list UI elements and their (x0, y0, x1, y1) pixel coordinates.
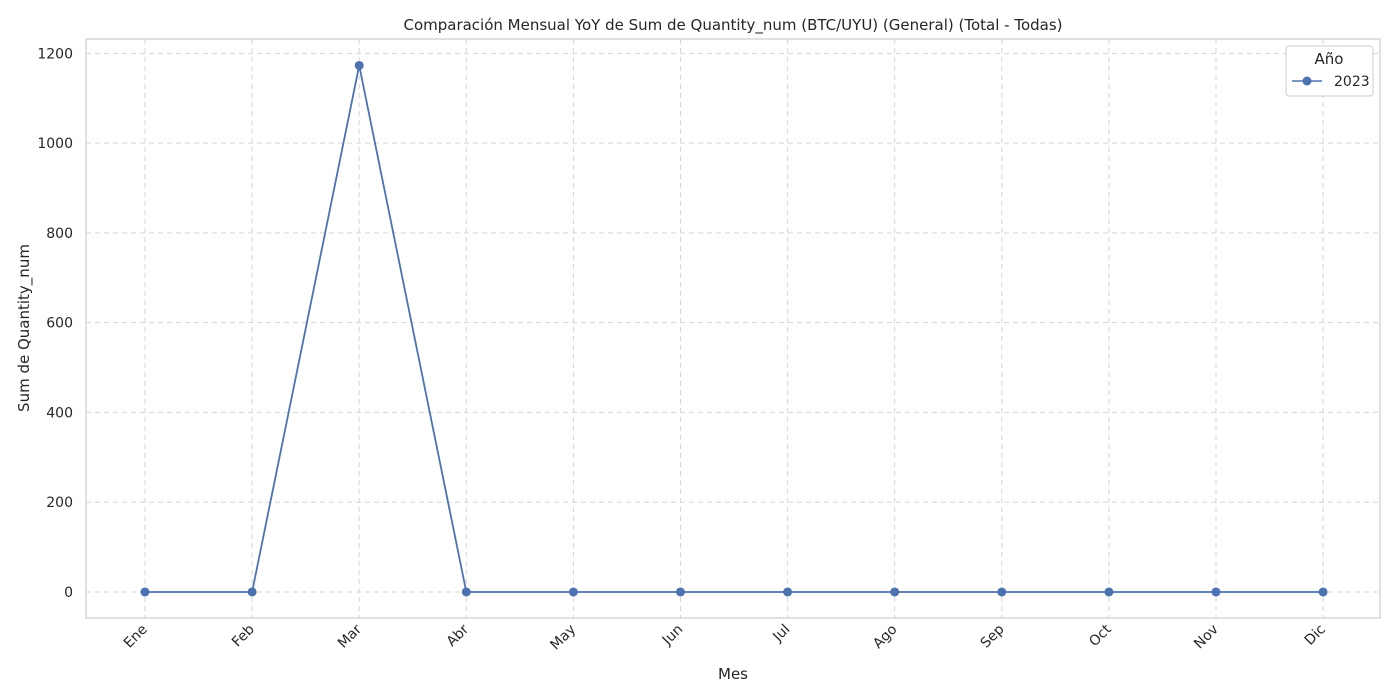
x-tick-label: Mar (335, 621, 365, 651)
x-tick-label: Jun (659, 622, 686, 649)
y-tick-label: 1200 (37, 46, 73, 62)
y-axis-label: Sum de Quantity_num (15, 244, 34, 412)
data-point (997, 587, 1007, 597)
x-tick-label: Abr (444, 621, 473, 650)
data-point (1104, 587, 1114, 597)
chart-title: Comparación Mensual YoY de Sum de Quanti… (403, 16, 1062, 35)
plot-area (85, 38, 1381, 619)
y-tick-label: 600 (46, 316, 73, 332)
x-tick-label: Oct (1086, 621, 1115, 650)
y-tick-label: 200 (46, 495, 73, 511)
data-point (676, 587, 685, 597)
data-point (890, 587, 900, 597)
y-tick-label: 800 (46, 226, 73, 242)
data-point (783, 587, 793, 597)
x-tick-label: Ene (121, 622, 151, 652)
data-point (461, 587, 471, 597)
x-tick-label: Nov (1191, 622, 1222, 653)
x-tick-label: Dic (1302, 622, 1329, 649)
legend-title: Año (1315, 50, 1344, 68)
x-axis-label: Mes (718, 665, 748, 683)
grid-lines (86, 39, 1380, 618)
x-axis-ticks: Ene Feb Mar Abr May Jun Jul Ago Sep Oct Nov Dic (121, 621, 1329, 653)
data-point (354, 60, 364, 70)
legend-entry-label: 2023 (1334, 74, 1370, 90)
x-tick-label: May (547, 622, 579, 654)
series-layer (140, 60, 1328, 597)
data-point (247, 587, 257, 597)
data-point (140, 587, 150, 597)
series-line (145, 64, 1324, 593)
y-tick-label: 400 (46, 405, 73, 421)
legend-marker-swatch (1302, 76, 1312, 86)
legend: Año 2023 (1285, 45, 1374, 97)
data-point (1211, 587, 1221, 597)
data-point (1318, 587, 1328, 597)
x-tick-label: Jul (769, 622, 793, 646)
y-axis-ticks: 0 200 400 600 800 1000 1200 (37, 46, 73, 601)
data-point (568, 587, 578, 597)
y-tick-label: 1000 (37, 136, 73, 152)
x-tick-label: Ago (870, 622, 900, 652)
x-tick-label: Sep (978, 621, 1008, 651)
y-tick-label: 0 (64, 585, 73, 601)
x-tick-label: Feb (229, 621, 258, 650)
